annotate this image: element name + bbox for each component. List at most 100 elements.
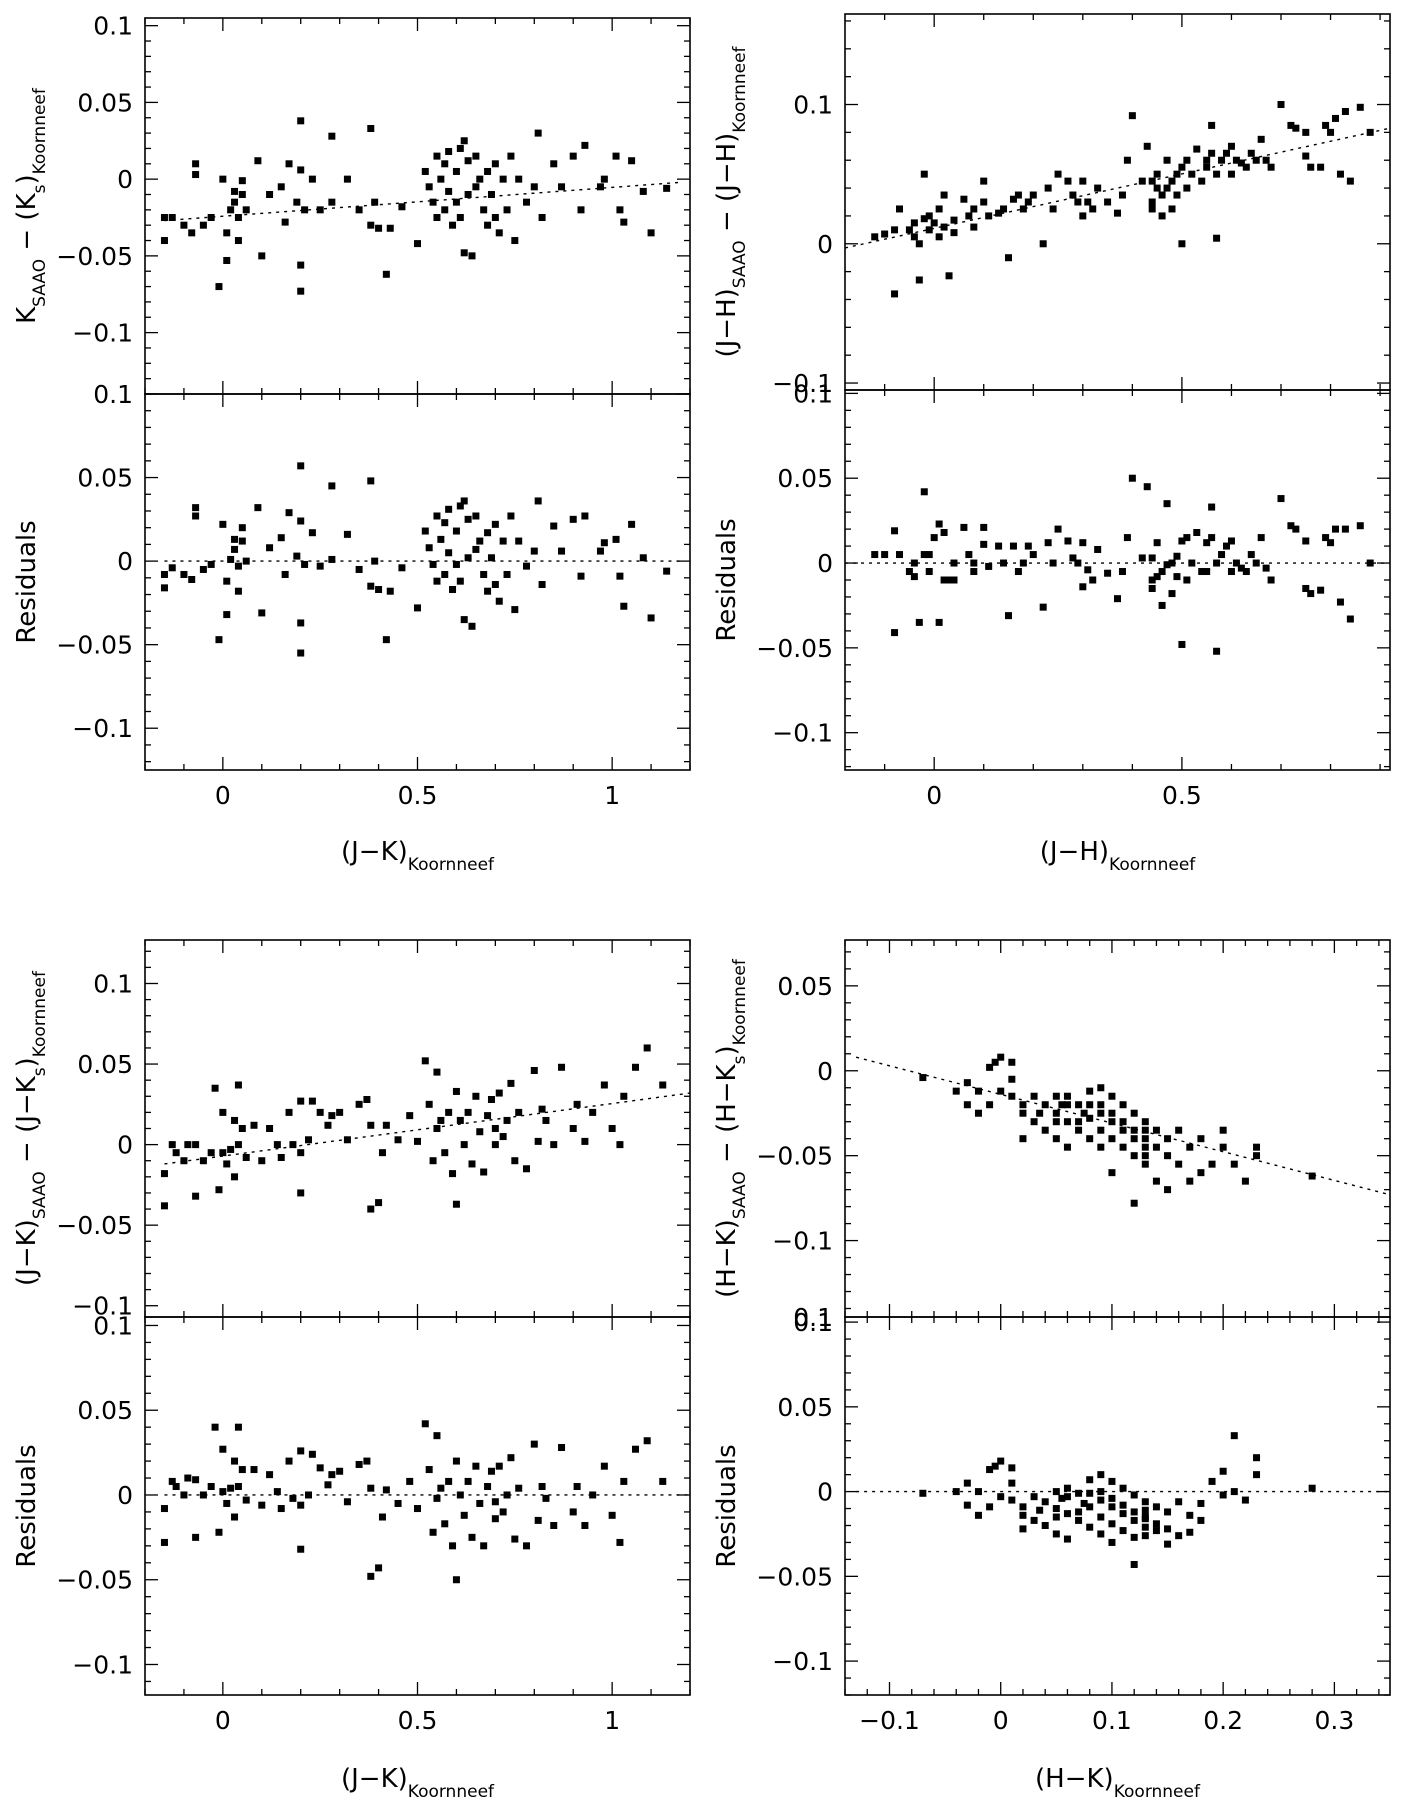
bottom-data-point bbox=[1227, 537, 1235, 545]
bottom-data-point bbox=[495, 1462, 503, 1470]
bottom-data-point bbox=[620, 1477, 628, 1485]
top-data-point bbox=[1024, 198, 1032, 206]
top-data-point bbox=[1079, 177, 1087, 185]
xtick-label: −0.1 bbox=[859, 1706, 920, 1735]
bottom-data-point bbox=[1030, 1493, 1038, 1501]
bottom-data-point bbox=[1163, 561, 1171, 569]
bottom-data-point bbox=[456, 1491, 464, 1499]
top-data-point bbox=[1097, 1109, 1105, 1117]
top-data-point bbox=[491, 1125, 499, 1132]
bottom-data-point bbox=[1108, 1538, 1116, 1546]
bottom-ytick-label: −0.1 bbox=[72, 1650, 133, 1679]
bottom-data-point bbox=[1052, 1505, 1060, 1513]
bottom-data-point bbox=[1153, 573, 1161, 581]
top-data-point bbox=[1119, 1101, 1127, 1109]
top-data-point bbox=[1252, 156, 1260, 164]
bottom-data-point bbox=[223, 577, 231, 585]
top-data-point bbox=[1219, 1126, 1227, 1134]
bottom-data-point bbox=[986, 1503, 994, 1511]
top-data-point bbox=[1063, 1143, 1071, 1151]
bottom-data-point bbox=[1138, 554, 1146, 562]
top-data-point bbox=[1008, 1092, 1016, 1100]
bottom-data-point bbox=[1063, 1510, 1071, 1518]
top-data-point bbox=[920, 170, 928, 178]
top-data-point bbox=[1119, 1126, 1127, 1134]
bottom-data-point bbox=[324, 1481, 332, 1489]
bottom-data-point bbox=[1108, 1520, 1116, 1528]
top-data-point bbox=[363, 1096, 371, 1103]
top-data-point bbox=[476, 175, 484, 183]
top-data-point bbox=[1054, 170, 1062, 178]
top-data-point bbox=[305, 1136, 312, 1144]
bottom-data-point bbox=[297, 1545, 305, 1553]
bottom-data-point bbox=[980, 523, 988, 531]
bottom-data-point bbox=[386, 587, 394, 595]
bottom-ytick-label: −0.05 bbox=[56, 631, 133, 660]
bottom-ytick-label: 0 bbox=[117, 1481, 133, 1510]
top-data-point bbox=[1223, 149, 1230, 157]
bottom-data-point bbox=[297, 462, 305, 470]
bottom-data-point bbox=[974, 1511, 982, 1519]
bottom-data-point bbox=[464, 515, 472, 523]
bottom-data-point bbox=[1141, 1513, 1149, 1521]
bottom-data-point bbox=[925, 568, 933, 576]
bottom-data-point bbox=[219, 1488, 227, 1496]
top-data-point bbox=[441, 1149, 449, 1157]
bottom-data-point bbox=[1114, 595, 1121, 603]
top-data-point bbox=[925, 226, 933, 234]
bottom-data-point bbox=[460, 616, 468, 624]
top-data-point bbox=[1186, 1143, 1194, 1151]
top-data-point bbox=[534, 129, 542, 137]
top-data-point bbox=[297, 166, 305, 174]
top-data-point bbox=[227, 206, 235, 214]
bottom-data-point bbox=[985, 562, 993, 570]
top-data-point bbox=[1148, 177, 1156, 185]
top-data-point bbox=[550, 160, 558, 168]
bottom-data-point bbox=[234, 1483, 242, 1491]
top-data-point bbox=[1257, 135, 1265, 143]
bottom-ylabel: Residuals bbox=[12, 520, 42, 643]
bottom-data-point bbox=[1009, 542, 1017, 550]
bottom-ylabel-part-0: Residuals bbox=[712, 518, 742, 641]
top-data-point bbox=[538, 1105, 546, 1113]
xtick-label: 0.5 bbox=[398, 781, 438, 810]
top-data-point bbox=[600, 1081, 608, 1089]
bottom-data-point bbox=[1104, 569, 1112, 577]
top-data-point bbox=[935, 233, 943, 241]
top-data-point bbox=[1203, 156, 1211, 164]
bottom-data-point bbox=[881, 551, 889, 559]
top-ytick-label: 0 bbox=[817, 230, 833, 259]
bottom-data-point bbox=[980, 540, 988, 548]
top-data-point bbox=[1153, 184, 1161, 192]
top-data-point bbox=[1041, 1126, 1049, 1134]
bottom-data-point bbox=[238, 537, 246, 545]
bottom-data-point bbox=[1064, 537, 1072, 545]
top-data-point bbox=[168, 1141, 176, 1149]
bottom-data-point bbox=[1130, 1508, 1138, 1516]
top-data-point bbox=[234, 1141, 242, 1149]
top-data-point bbox=[1277, 101, 1285, 109]
bottom-data-point bbox=[223, 1499, 231, 1507]
top-data-point bbox=[367, 221, 375, 229]
bottom-data-point bbox=[429, 1528, 437, 1536]
top-data-point bbox=[234, 214, 242, 222]
bottom-data-point bbox=[930, 534, 938, 542]
bottom-data-point bbox=[273, 1488, 281, 1496]
top-ytick-label: −0.05 bbox=[756, 1142, 833, 1171]
bottom-data-point bbox=[1203, 539, 1211, 547]
bottom-data-point bbox=[1253, 1454, 1261, 1462]
bottom-data-point bbox=[1097, 1530, 1105, 1538]
top-data-point bbox=[503, 1116, 511, 1124]
bottom-data-point bbox=[1208, 1477, 1216, 1485]
bottom-data-point bbox=[935, 618, 943, 626]
bottom-data-point bbox=[499, 537, 507, 545]
bottom-data-point bbox=[305, 1491, 312, 1499]
top-data-point bbox=[425, 183, 433, 191]
top-data-point bbox=[234, 1081, 242, 1089]
top-data-point bbox=[965, 212, 973, 220]
top-data-point bbox=[577, 206, 585, 214]
bottom-data-point bbox=[184, 1474, 192, 1482]
top-data-point bbox=[227, 1145, 235, 1153]
bottom-data-point bbox=[1128, 474, 1136, 482]
top-data-point bbox=[573, 1100, 581, 1108]
